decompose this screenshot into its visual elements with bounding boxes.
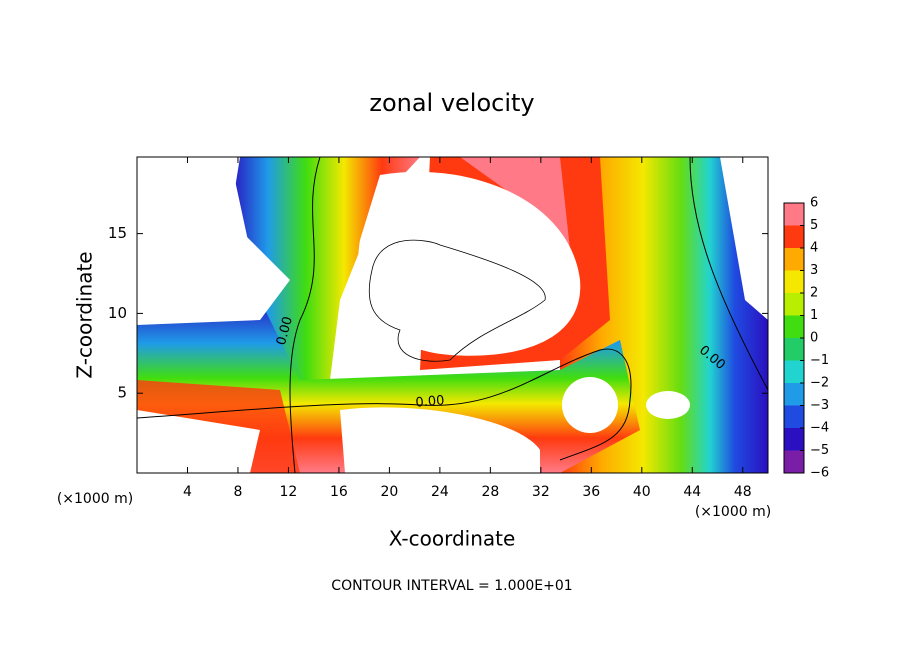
x-tick-label: 16 xyxy=(330,484,348,500)
contour-field xyxy=(137,157,768,473)
footer: CONTOUR INTERVAL = 1.000E+01 xyxy=(331,578,572,594)
colorbar-band xyxy=(784,293,804,316)
x-tick-label: 44 xyxy=(683,484,701,500)
colorbar-band xyxy=(784,360,804,383)
y-tick-label: 15 xyxy=(108,224,127,242)
x-axis-title: X-coordinate xyxy=(389,527,516,551)
colorbar-label: 4 xyxy=(810,241,818,256)
x-tick-label: 36 xyxy=(582,484,600,500)
x-tick-label: 8 xyxy=(233,484,242,500)
contour-label: 0.00 xyxy=(415,393,445,410)
colorbar-label: 3 xyxy=(810,263,818,278)
colorbar-label: −4 xyxy=(810,421,829,436)
colorbar-label: 6 xyxy=(810,196,818,211)
colorbar-label: −5 xyxy=(810,443,829,458)
x-tick-label: 28 xyxy=(481,484,499,500)
y-tick-label: 10 xyxy=(108,304,127,322)
y-tick-label: 5 xyxy=(117,384,127,402)
colorbar-band xyxy=(784,225,804,248)
colorbar-band xyxy=(784,203,804,226)
chart-title: zonal velocity xyxy=(369,89,534,117)
colorbar-band xyxy=(784,383,804,406)
x-tick-label: 32 xyxy=(532,484,550,500)
colorbar-label: −2 xyxy=(810,376,829,391)
colorbar-label: 0 xyxy=(810,331,818,346)
x-unit-label: (×1000 m) xyxy=(695,504,771,520)
contour-label: 0.00 xyxy=(274,315,296,347)
colorbar-label: −1 xyxy=(810,353,829,368)
colorbar-band xyxy=(784,450,804,473)
colorbar-band xyxy=(784,248,804,271)
colorbar-band xyxy=(784,270,804,293)
colorbar-band xyxy=(784,338,804,361)
colorbar-label: 5 xyxy=(810,218,818,233)
plot-frame xyxy=(136,156,769,474)
x-unit-label: (×1000 m) xyxy=(57,491,133,507)
x-tick-label: 24 xyxy=(431,484,449,500)
x-tick-label: 4 xyxy=(183,484,192,500)
colorbar-band xyxy=(784,315,804,338)
colorbar-label: 2 xyxy=(810,286,818,301)
colorbar-band xyxy=(784,405,804,428)
colorbar-label: −3 xyxy=(810,398,829,413)
x-tick-label: 20 xyxy=(380,484,398,500)
y-axis-title: Z-coordinate xyxy=(73,251,97,378)
x-tick-label: 12 xyxy=(280,484,298,500)
colorbar-label: −6 xyxy=(810,466,829,481)
x-tick-label: 48 xyxy=(734,484,752,500)
x-tick-label: 40 xyxy=(633,484,651,500)
colorbar-label: 1 xyxy=(810,308,818,323)
colorbar-band xyxy=(784,428,804,451)
